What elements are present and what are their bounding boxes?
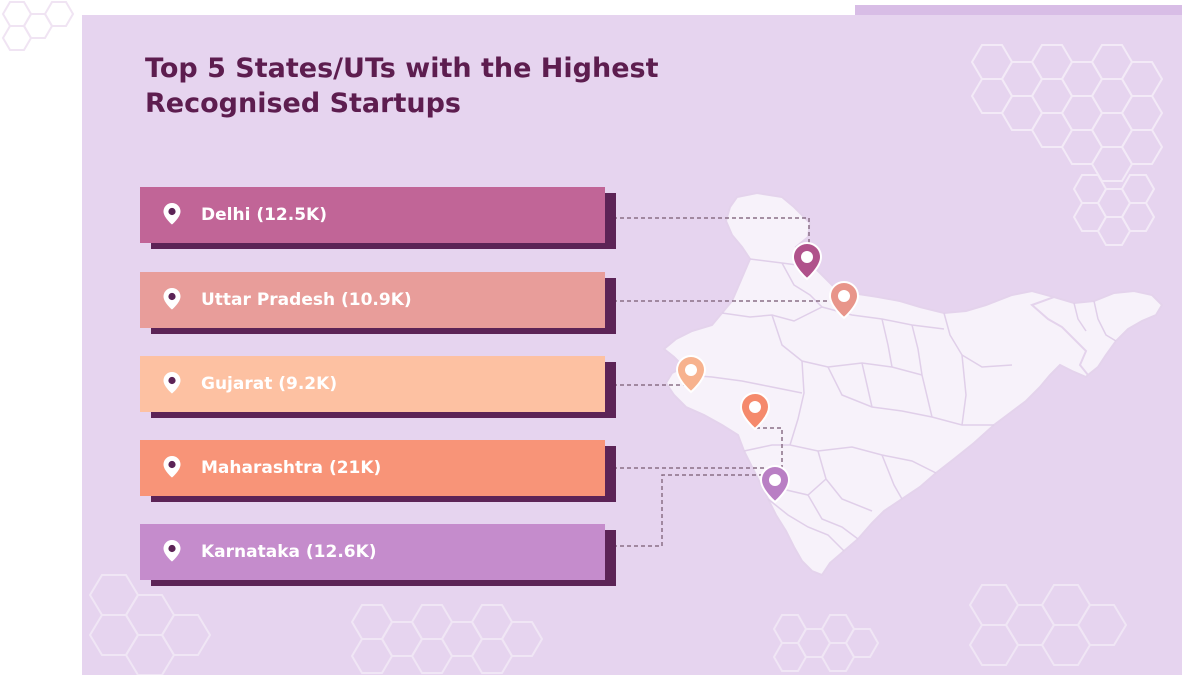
location-pin-icon — [163, 372, 181, 394]
state-bar-karnataka: Karnataka (12.6K) — [140, 524, 605, 580]
state-label: Delhi (12.5K) — [201, 205, 327, 225]
india-map-icon — [662, 191, 1164, 577]
state-bar-maharashtra: Maharashtra (21K) — [140, 440, 605, 496]
page-title: Top 5 States/UTs with the Highest Recogn… — [145, 51, 905, 121]
infographic-card: Top 5 States/UTs with the Highest Recogn… — [82, 15, 1182, 675]
map-pin-karnataka — [759, 464, 791, 504]
location-pin-icon — [163, 456, 181, 478]
title-line-1: Top 5 States/UTs with the Highest — [145, 53, 659, 84]
title-line-2: Recognised Startups — [145, 88, 461, 119]
state-label: Maharashtra (21K) — [201, 458, 382, 478]
hexagon-pattern-icon — [970, 44, 1164, 246]
map-pin-delhi — [791, 241, 823, 281]
location-pin-icon — [163, 288, 181, 310]
state-label: Karnataka (12.6K) — [201, 542, 377, 562]
hexagon-pattern-icon — [88, 574, 1128, 675]
location-pin-icon — [163, 540, 181, 562]
location-pin-icon — [163, 203, 181, 225]
background-graphics — [88, 44, 1164, 675]
map-pin-maharashtra — [739, 391, 771, 431]
state-bar-uttar-pradesh: Uttar Pradesh (10.9K) — [140, 272, 605, 328]
map-pin-uttar-pradesh — [828, 280, 860, 320]
state-label: Uttar Pradesh (10.9K) — [201, 290, 412, 310]
state-label: Gujarat (9.2K) — [201, 374, 338, 394]
map-pin-gujarat — [675, 354, 707, 394]
state-bar-gujarat: Gujarat (9.2K) — [140, 356, 605, 412]
hexagon-pattern-icon — [1, 1, 75, 51]
state-bar-delhi: Delhi (12.5K) — [140, 187, 605, 243]
